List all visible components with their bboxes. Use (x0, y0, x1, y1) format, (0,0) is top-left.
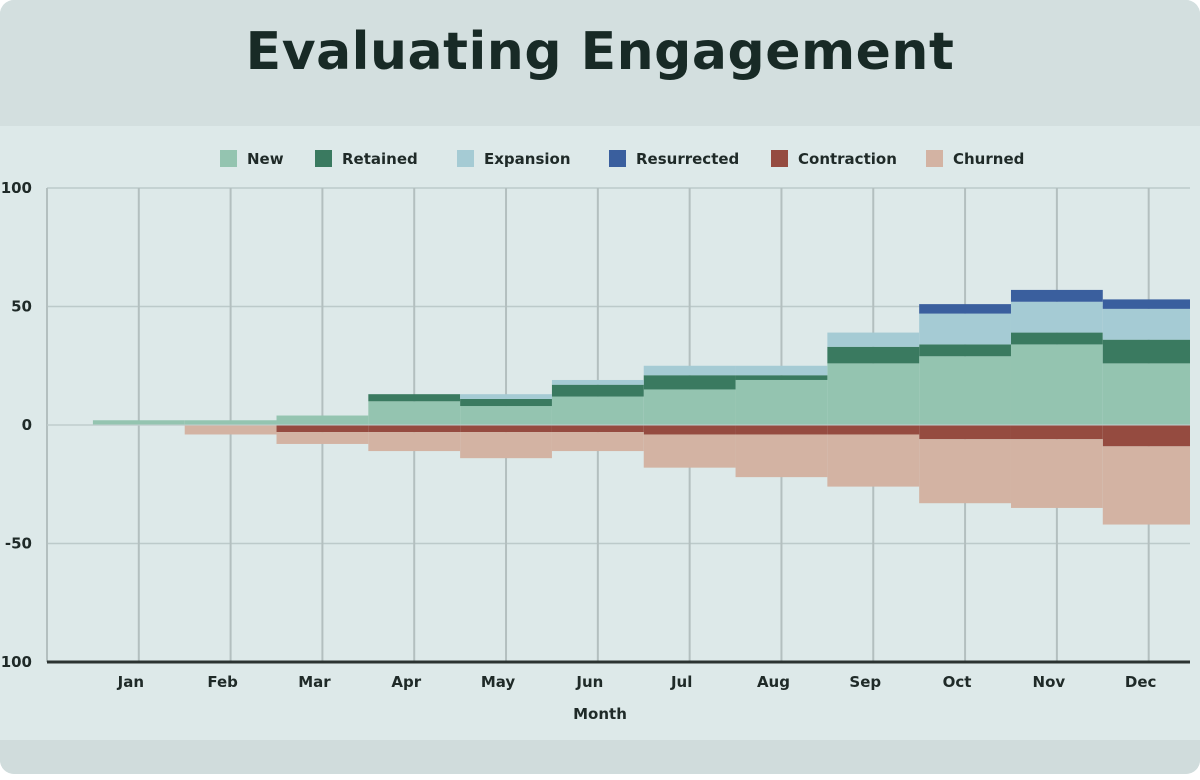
area-retained-segment (368, 394, 461, 402)
area-retained-segment (643, 375, 736, 390)
x-tick-label: Jan (117, 673, 144, 691)
legend-label: Resurrected (636, 150, 739, 168)
legend-label: Churned (953, 150, 1024, 168)
area-new-segment (368, 401, 461, 425)
area-retained-segment (1010, 332, 1103, 345)
area-new-segment (551, 396, 644, 425)
area-contraction-segment (368, 425, 461, 433)
y-tick-label: -50 (5, 535, 32, 553)
x-tick-label: Apr (391, 673, 421, 691)
area-retained-segment (919, 344, 1011, 357)
x-tick-label: Jun (575, 673, 603, 691)
x-tick-label: Feb (207, 673, 238, 691)
area-churned-segment (1010, 439, 1103, 508)
x-tick-label: Sep (849, 673, 881, 691)
legend-swatch (220, 150, 237, 167)
area-expansion-segment (735, 365, 828, 376)
x-tick-label: Oct (943, 673, 972, 691)
y-tick-label: 100 (1, 179, 32, 197)
y-tick-label: 50 (11, 298, 32, 316)
area-expansion-segment (827, 332, 920, 347)
area-new-segment (919, 356, 1011, 425)
area-contraction-segment (643, 425, 736, 435)
y-tick-label: 100 (1, 653, 32, 671)
area-retained-segment (460, 398, 552, 407)
area-resurrected-segment (1010, 289, 1103, 302)
area-resurrected-segment (919, 304, 1011, 314)
legend-swatch (926, 150, 943, 167)
area-new-segment (276, 415, 369, 425)
area-expansion-segment (1102, 308, 1190, 340)
area-contraction-segment (827, 425, 920, 435)
footer-bar (0, 740, 1200, 774)
area-new-segment (184, 420, 277, 425)
legend-swatch (315, 150, 332, 167)
area-contraction-segment (1102, 425, 1190, 447)
legend-label: Contraction (798, 150, 897, 168)
area-new-segment (92, 420, 185, 425)
x-axis-title: Month (573, 705, 627, 723)
legend-label: Expansion (484, 150, 571, 168)
area-retained-segment (827, 346, 920, 364)
chart-title: Evaluating Engagement (245, 22, 955, 82)
area-contraction-segment (735, 425, 828, 435)
area-churned-segment (827, 434, 920, 487)
area-retained-segment (551, 384, 644, 397)
area-contraction-segment (276, 425, 369, 433)
area-expansion-segment (919, 313, 1011, 345)
x-tick-label: Mar (298, 673, 331, 691)
area-churned-segment (735, 434, 828, 478)
area-churned-segment (919, 439, 1011, 504)
area-contraction-segment (551, 425, 644, 433)
area-contraction-segment (1010, 425, 1103, 440)
area-expansion-segment (551, 379, 644, 385)
x-tick-label: Nov (1033, 673, 1066, 691)
area-new-segment (1010, 344, 1103, 425)
area-churned-segment (184, 425, 277, 435)
x-tick-label: May (481, 673, 516, 691)
y-tick-label: 0 (22, 416, 32, 434)
area-resurrected-segment (1102, 299, 1190, 309)
area-new-segment (643, 389, 736, 425)
area-new-segment (735, 379, 828, 425)
area-expansion-segment (1010, 301, 1103, 333)
area-new-segment (827, 363, 920, 425)
area-contraction-segment (460, 425, 552, 433)
area-retained-segment (1102, 339, 1190, 364)
area-retained-segment (735, 375, 828, 380)
area-new-segment (1102, 363, 1190, 425)
x-tick-label: Aug (757, 673, 790, 691)
area-churned-segment (643, 434, 736, 468)
area-expansion-segment (643, 365, 736, 376)
area-new-segment (460, 406, 552, 425)
legend-label: Retained (342, 150, 418, 168)
x-tick-label: Dec (1125, 673, 1157, 691)
area-churned-segment (368, 432, 461, 452)
area-churned-segment (276, 432, 369, 444)
x-tick-label: Jul (670, 673, 692, 691)
area-churned-segment (551, 432, 644, 452)
header-bar: Evaluating Engagement (0, 0, 1200, 127)
legend-swatch (771, 150, 788, 167)
area-contraction-segment (919, 425, 1011, 440)
legend-swatch (457, 150, 474, 167)
area-churned-segment (1102, 446, 1190, 525)
legend-label: New (247, 150, 284, 168)
area-expansion-segment (460, 394, 552, 399)
area-churned-segment (460, 432, 552, 459)
legend-swatch (609, 150, 626, 167)
